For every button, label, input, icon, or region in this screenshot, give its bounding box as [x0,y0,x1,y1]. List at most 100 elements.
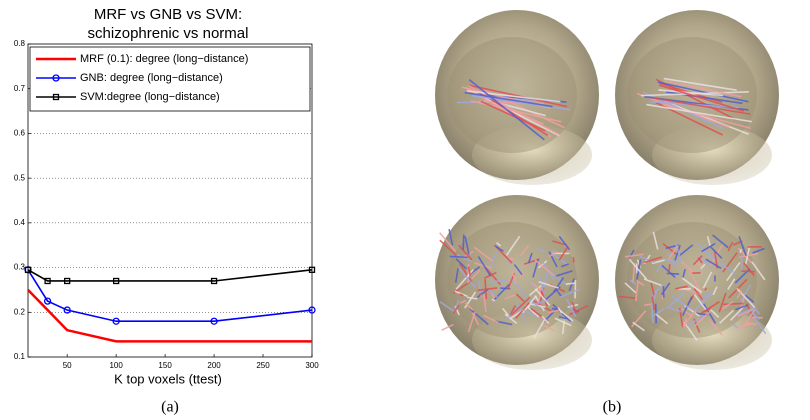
fiber [572,257,575,263]
fiber [658,84,744,112]
fiber [439,301,456,313]
fiber [624,253,644,258]
legend-marker [52,93,60,101]
marker [210,317,218,325]
fiber [556,289,562,297]
fiber [736,287,756,309]
fiber [674,242,682,262]
fiber [678,244,694,257]
marker [210,277,218,285]
fiber [656,264,662,273]
fiber [640,91,749,97]
fiber [643,256,663,264]
fiber [624,282,637,294]
fiber [557,307,563,314]
fiber [719,309,734,324]
fiber [664,80,742,98]
series-line [27,269,313,282]
fiber [545,286,561,301]
fiber [673,244,681,262]
series-line [27,289,312,343]
fiber [644,303,652,306]
legend-marker [52,74,60,82]
fiber [710,309,720,318]
fiber [712,234,729,249]
marker [63,306,71,314]
fiber [618,295,637,299]
fiber [519,273,525,278]
fiber [696,242,718,262]
fiber [736,290,743,299]
fiber [455,258,467,270]
fiber [653,97,751,115]
fiber [548,251,558,268]
fiber [521,308,537,318]
fiber [699,255,711,267]
fiber [651,296,656,311]
marker [112,317,120,325]
fiber [639,255,655,264]
fiber [700,263,706,270]
marker [24,266,32,273]
x-tick-label: 200 [207,361,221,370]
fiber [496,242,502,247]
fiber [535,299,549,305]
fiber [682,269,686,278]
fiber [489,278,508,284]
fiber [472,94,571,111]
y-tick-label: 0.6 [14,129,26,138]
fiber [548,251,558,258]
fiber [538,280,559,289]
fiber [712,286,718,296]
x-tick-label: 250 [256,361,270,370]
fiber [702,303,717,324]
fiber [506,260,512,265]
fiber [454,268,459,283]
fiber [738,236,747,256]
fiber [559,309,574,322]
legend-box [29,46,311,112]
fiber [541,315,550,325]
fiber [511,279,524,291]
fiber [732,323,738,329]
y-tick-label: 0.7 [14,84,26,93]
fiber [559,288,580,298]
fiber [458,267,476,288]
fiber [741,270,755,273]
fiber [680,260,694,273]
fiber [704,307,711,313]
fiber [751,261,766,281]
fiber [723,302,744,306]
x-tick-label: 50 [63,361,72,370]
jaw [652,125,772,185]
fiber [628,258,648,280]
fiber [533,319,546,339]
fiber [705,258,722,270]
fiber [668,264,671,273]
fiber [477,256,492,277]
fiber [675,285,688,290]
marker [308,266,316,273]
fiber [507,257,515,260]
fiber [558,235,571,251]
marker [308,306,316,314]
fiber [490,292,496,299]
panel-caption: (b) [603,399,622,416]
fiber [459,299,467,304]
fiber [571,301,578,315]
marker [44,277,51,285]
fiber [448,228,454,246]
fiber [464,302,474,311]
fiber [483,314,499,324]
fiber [468,78,545,141]
fiber [744,294,755,303]
fiber [739,248,743,254]
fiber [515,293,525,302]
fiber [650,291,658,309]
fiber [467,311,476,333]
fiber [667,244,679,261]
fiber [538,275,545,295]
fiber [439,232,457,253]
fiber [534,259,555,276]
